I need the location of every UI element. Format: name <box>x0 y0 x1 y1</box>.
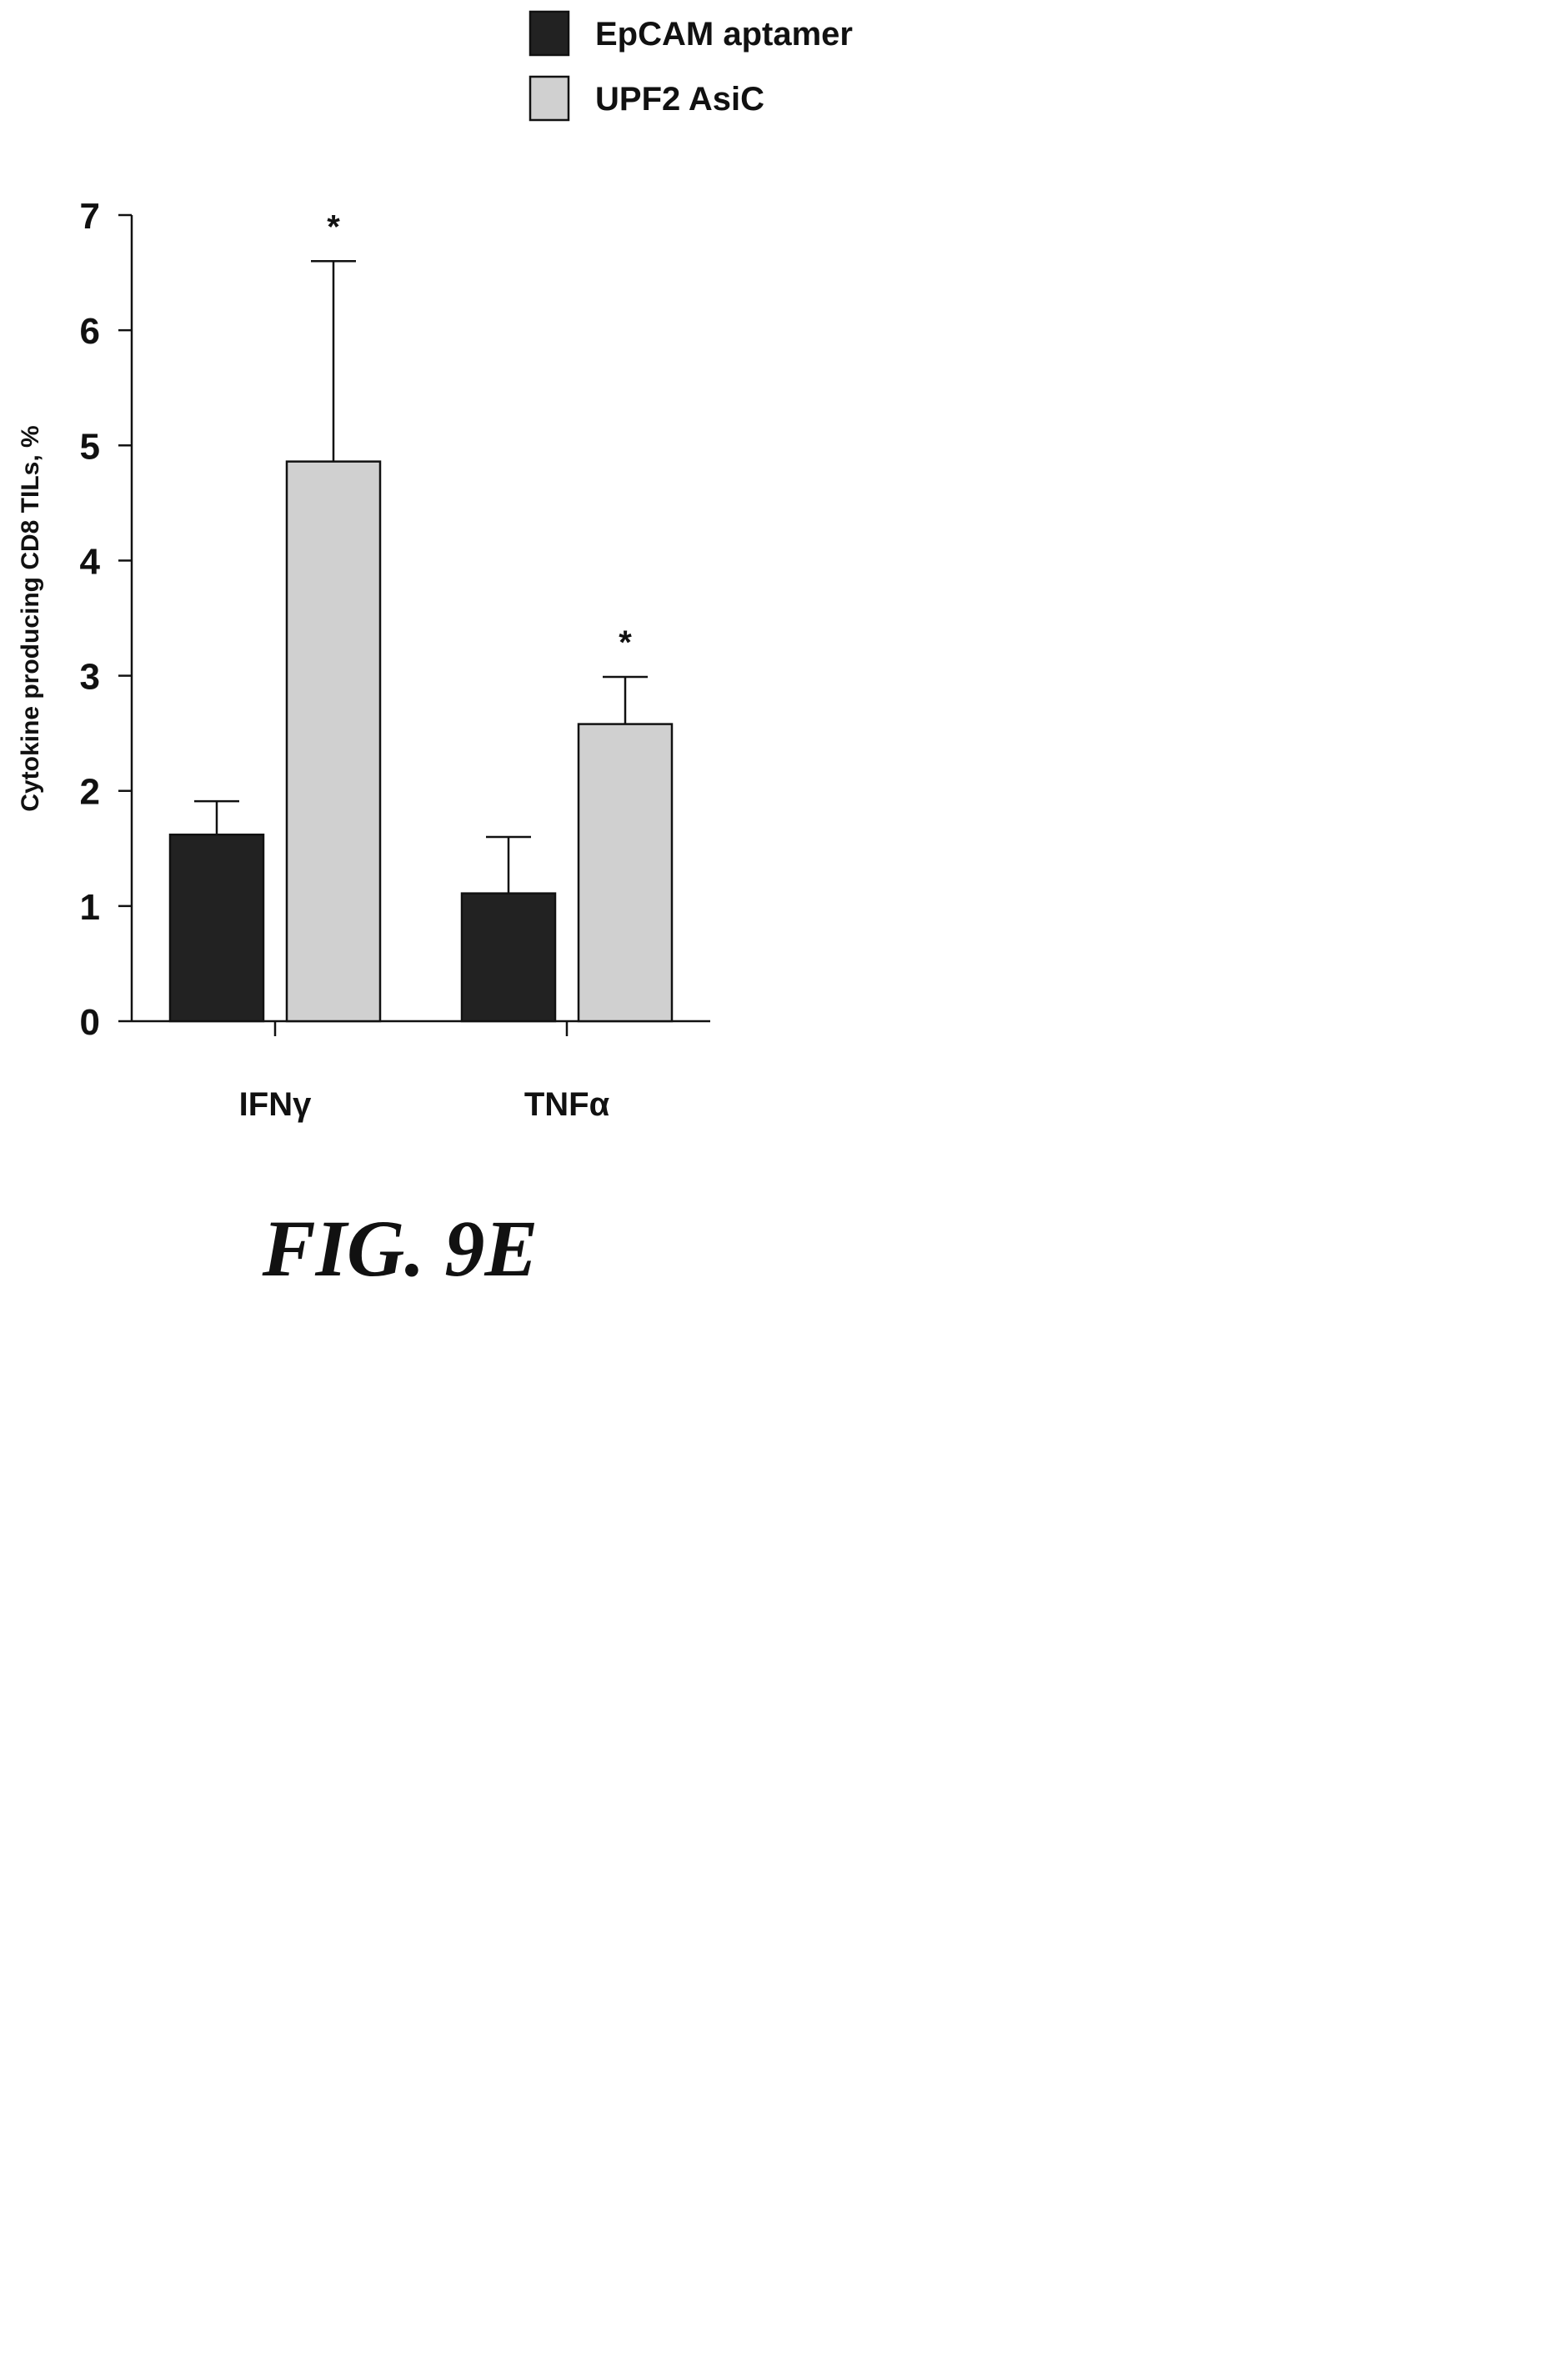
bar <box>577 723 674 1023</box>
bar <box>168 833 265 1023</box>
y-tick-label: 0 <box>80 1002 100 1043</box>
y-tick-label: 6 <box>80 311 100 352</box>
bars: ** <box>168 208 674 1023</box>
y-tick-label: 1 <box>80 887 100 928</box>
y-tick-label: 4 <box>80 541 101 582</box>
legend-swatch <box>529 75 570 122</box>
significance-marker: * <box>327 208 340 245</box>
legend: EpCAM aptamer UPF2 AsiC <box>529 10 853 122</box>
legend-entry: UPF2 AsiC <box>595 81 764 118</box>
x-tick-label: TNFα <box>524 1086 610 1123</box>
chart-container: EpCAM aptamer UPF2 AsiC 0 1 2 3 4 5 6 7 IFNγ TNFα … <box>0 0 854 1307</box>
y-axis-label: Cytokine producing CD8 TILs, % <box>17 425 44 811</box>
legend-entry: EpCAM aptamer <box>595 16 853 53</box>
significance-marker: * <box>619 624 632 661</box>
figure-caption: FIG. 9E <box>262 1204 539 1293</box>
x-tick-label: IFNγ <box>239 1086 312 1123</box>
bar <box>285 460 382 1023</box>
axes: 0 1 2 3 4 5 6 7 IFNγ TNFα <box>80 196 710 1123</box>
legend-swatch <box>529 10 570 57</box>
bar <box>460 892 557 1023</box>
y-tick-label: 5 <box>80 426 100 467</box>
y-tick-label: 3 <box>80 657 100 698</box>
y-tick-label: 2 <box>80 772 100 813</box>
y-tick-label: 7 <box>80 196 100 237</box>
